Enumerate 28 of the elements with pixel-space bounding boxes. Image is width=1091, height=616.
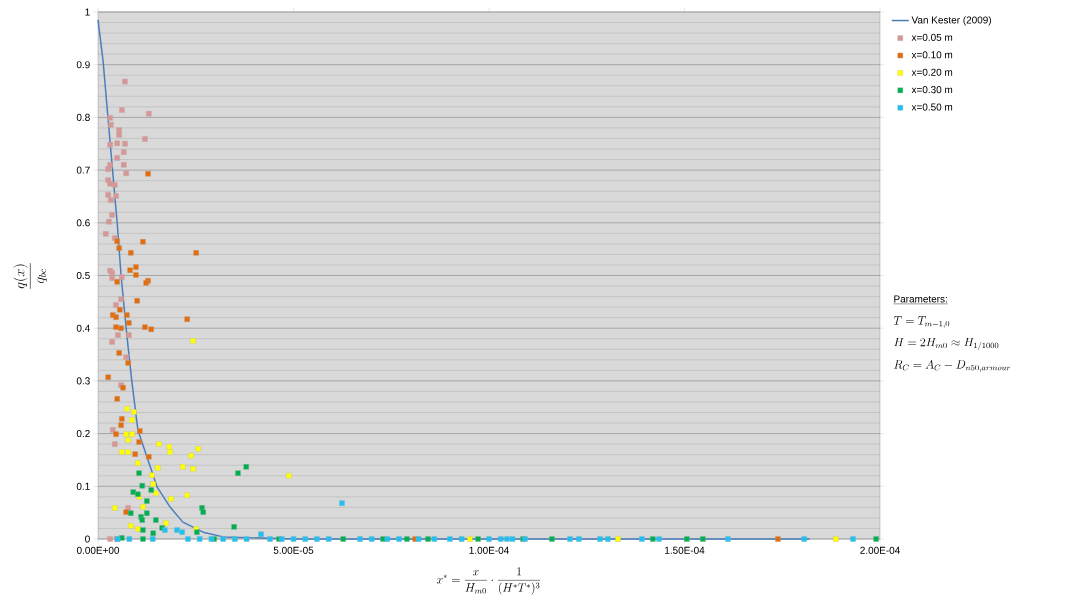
y-tick-label: 0 xyxy=(85,535,90,543)
y-tick-label: 0.6 xyxy=(76,219,90,227)
y-tick-label: 0.7 xyxy=(76,166,90,174)
legend-label: x=0.20 m xyxy=(911,68,953,76)
y-tick-label: 0.2 xyxy=(76,430,90,438)
y-tick-label: 0.1 xyxy=(76,482,90,490)
y-tick-label: 0.9 xyxy=(76,61,90,69)
x-tick-label: 5.00E-05 xyxy=(273,546,314,554)
legend-label: x=0.05 m xyxy=(911,33,953,41)
legend-label: x=0.10 m xyxy=(911,51,953,59)
x-axis-title: $x^* = \frac{x}{H_{m0}} \cdot \frac{1}{(H^* T^*)^3}$ xyxy=(436,567,541,595)
text: $H = 2H_{m0} \approx H_{1/1000}$ xyxy=(894,338,999,350)
x-tick-label: 0.00E+00 xyxy=(76,546,120,554)
y-tick-label: 1 xyxy=(85,8,90,16)
legend-label: x=0.30 m xyxy=(911,86,953,94)
y-axis-title: $\frac{q(x)}{q_{bc}}$ xyxy=(13,263,47,289)
legend-label: Van Kester (2009) xyxy=(911,16,991,26)
y-tick-label: 0.3 xyxy=(76,377,90,385)
x-tick-label: 1.00E-04 xyxy=(469,546,509,554)
legend-label: x=0.50 m xyxy=(911,103,953,111)
y-tick-label: 0.4 xyxy=(76,324,90,332)
y-tick-label: 0.8 xyxy=(76,113,90,121)
x-tick-label: 2.00E-04 xyxy=(860,546,900,554)
text: $R_C = A_C - D_{n50,armour}$ xyxy=(894,359,1011,372)
x-tick-label: 1.50E-04 xyxy=(665,546,705,554)
text: $T = T_{m-1,0}$ xyxy=(893,316,950,328)
y-tick-label: 0.5 xyxy=(76,271,90,280)
text: Parameters: xyxy=(894,295,947,303)
